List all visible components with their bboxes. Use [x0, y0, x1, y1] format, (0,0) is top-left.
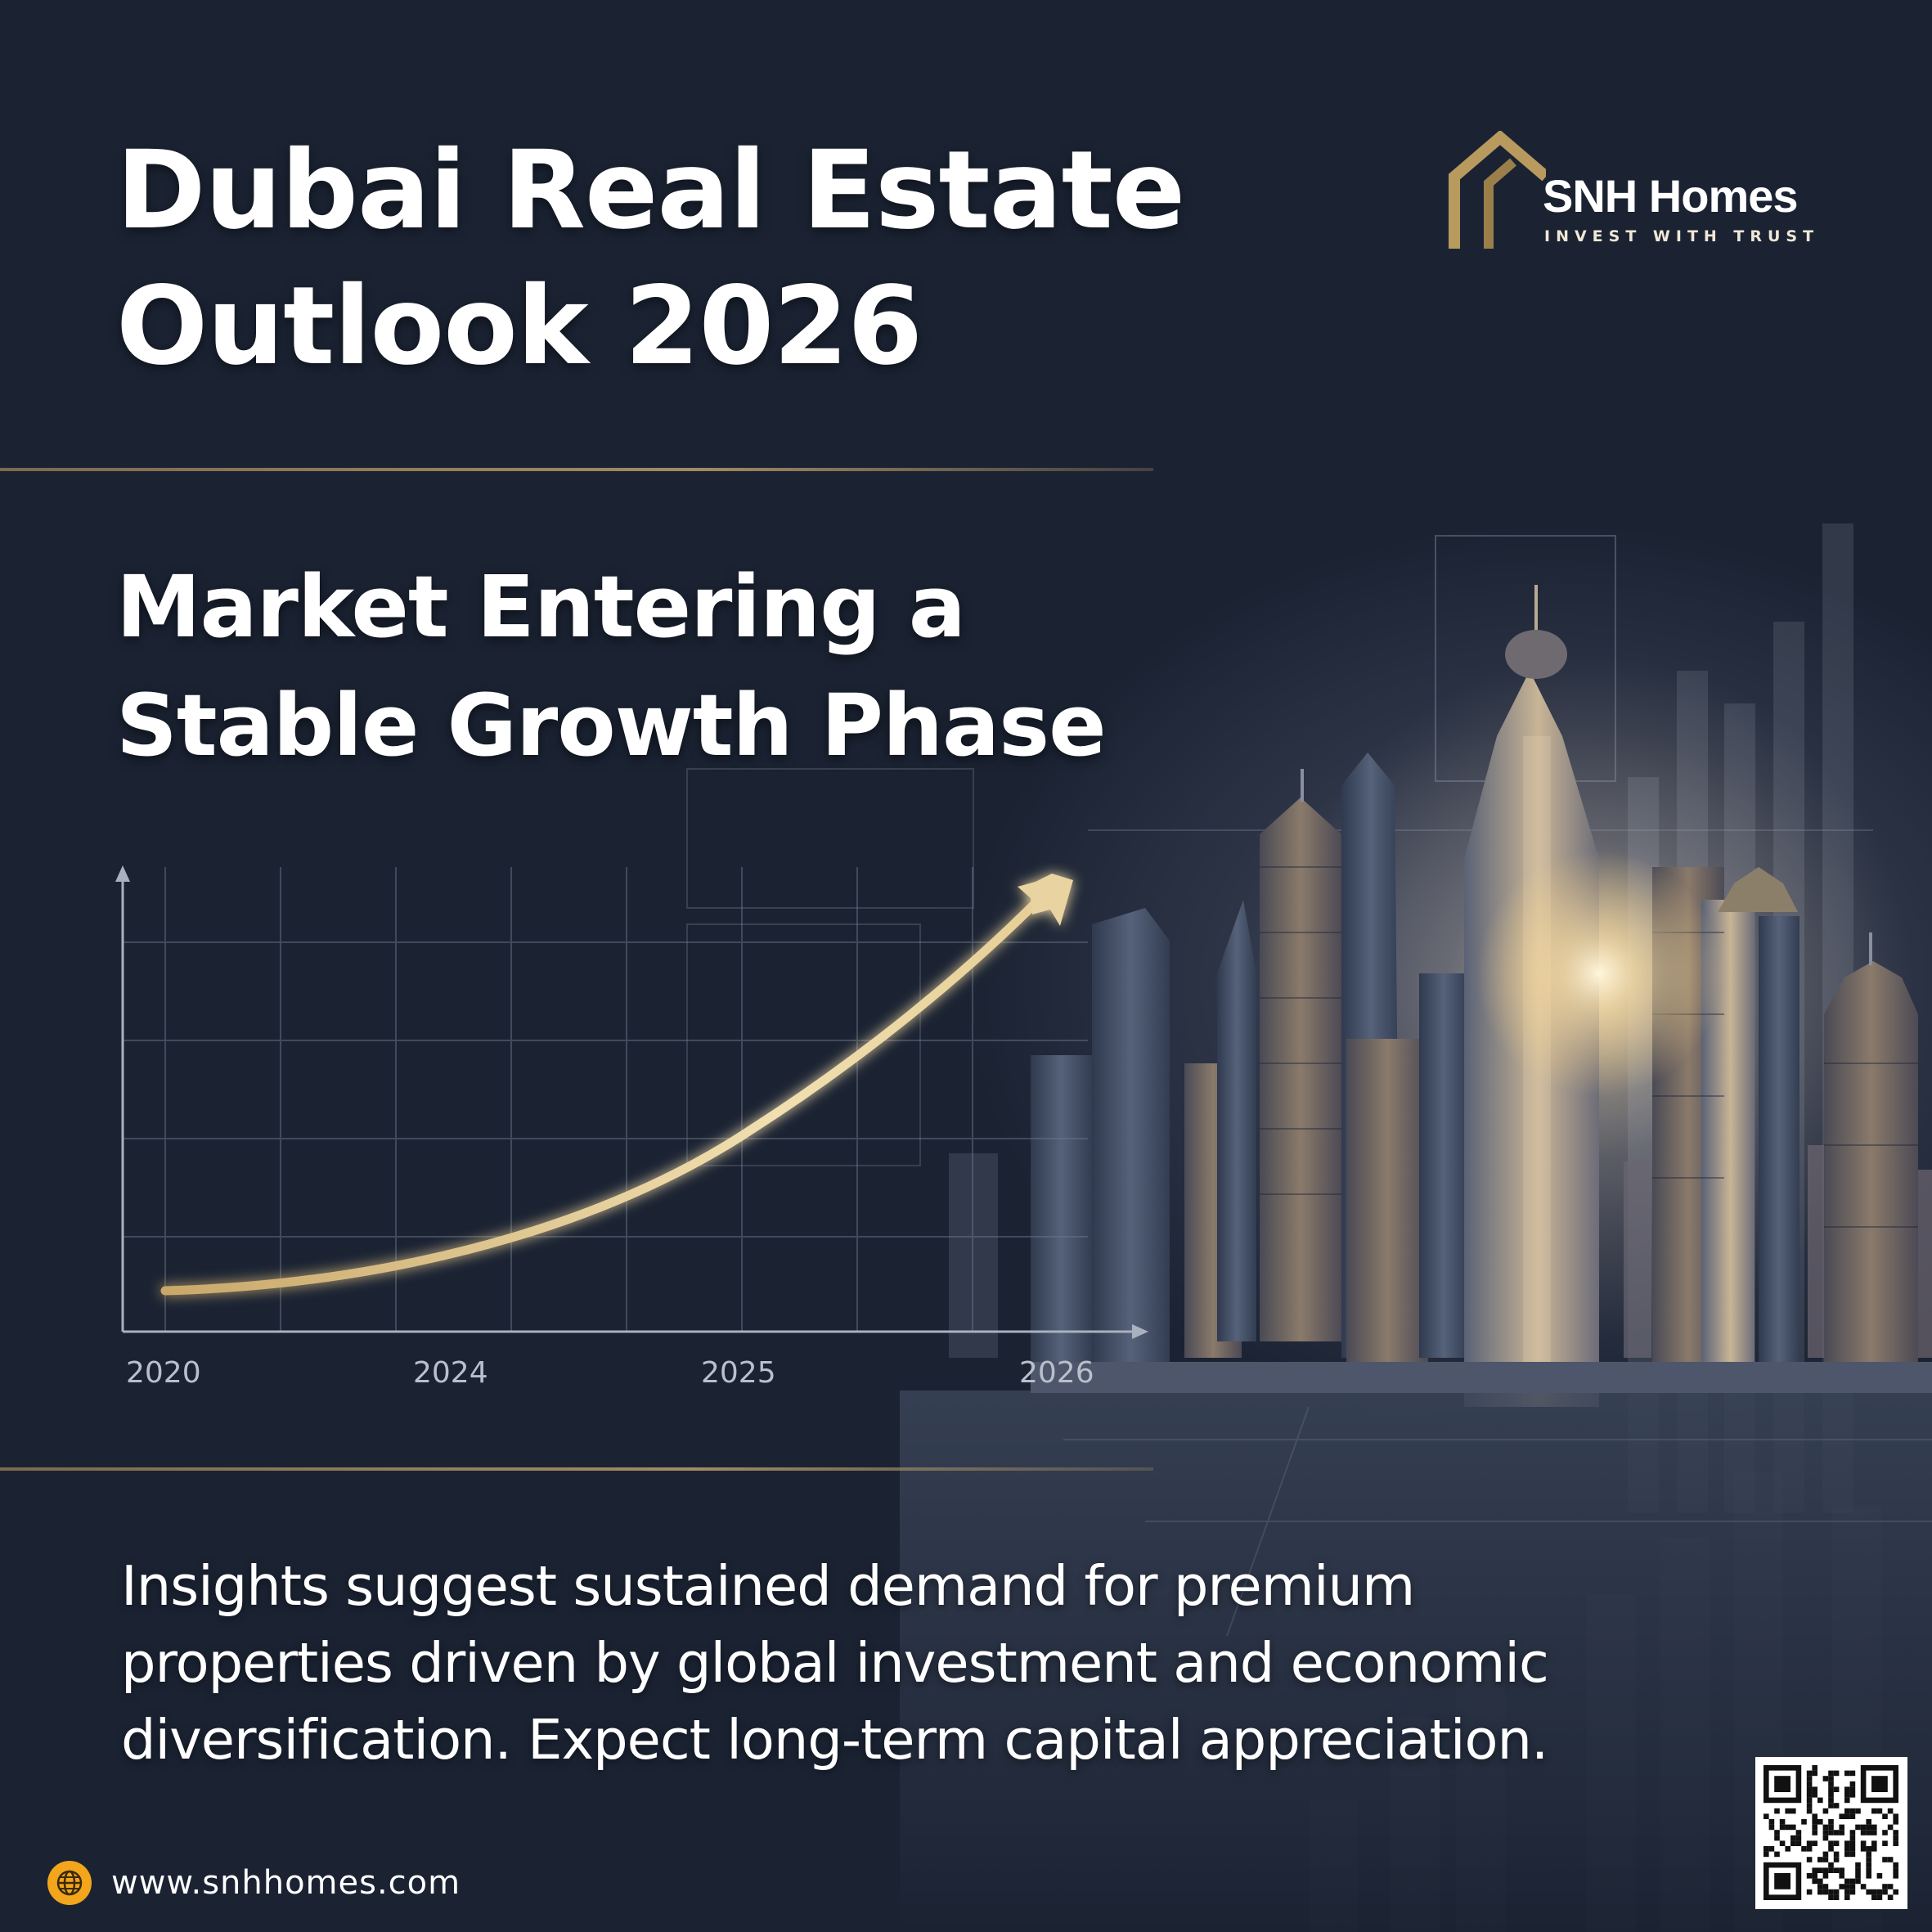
page-subtitle: Market Entering a Stable Growth Phase: [116, 557, 1107, 775]
growth-curve: [160, 895, 1044, 1296]
website-link[interactable]: www.snhhomes.com: [47, 1858, 461, 1907]
qr-code-icon[interactable]: [1755, 1757, 1907, 1909]
brand-name: SNH Homes: [1543, 170, 1799, 222]
x-label-2024: 2024: [413, 1356, 488, 1390]
chart-grid: [123, 867, 1088, 1332]
brand-tagline: INVEST WITH TRUST: [1544, 227, 1820, 245]
globe-icon: [47, 1861, 92, 1905]
ghost-table: [686, 768, 974, 1166]
x-label-2026: 2026: [1019, 1356, 1094, 1390]
brand-logo[interactable]: SNH Homes INVEST WITH TRUST: [1448, 131, 1824, 254]
growth-arrow-icon: [1018, 874, 1073, 926]
x-label-2020: 2020: [126, 1356, 201, 1390]
description-text: Insights suggest sustained demand for pr…: [121, 1554, 1549, 1772]
house-roof-icon: [1449, 131, 1546, 249]
page-title: Dubai Real Estate Outlook 2026: [116, 128, 1185, 389]
y-axis-arrow-icon: [115, 865, 130, 882]
x-label-2025: 2025: [701, 1356, 776, 1390]
divider-top: [0, 468, 1153, 471]
divider-bottom: [0, 1467, 1153, 1471]
x-axis-arrow-icon: [1132, 1324, 1148, 1339]
website-url: www.snhhomes.com: [111, 1864, 461, 1902]
